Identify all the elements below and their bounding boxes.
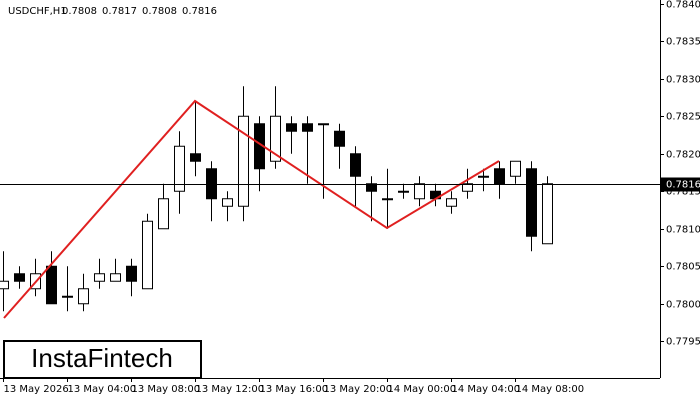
candle-body (366, 183, 377, 192)
x-tick-label: 13 May 16:00 (260, 384, 329, 395)
x-tick-label: 14 May 00:00 (388, 384, 457, 395)
candle-body (414, 183, 425, 200)
candle-body (110, 273, 121, 282)
candle-body (78, 288, 89, 305)
x-tick-label: 13 May 12:00 (196, 384, 265, 395)
candle-body (542, 183, 553, 245)
candle-body (158, 198, 169, 230)
last-price-box (661, 177, 700, 192)
candle-body (302, 123, 313, 132)
x-tick-label: 13 May 20:00 (324, 384, 393, 395)
candle-body (334, 130, 345, 147)
candle-body (478, 175, 489, 178)
candle-body (0, 280, 9, 290)
y-tick-label: 0.7810 (666, 225, 700, 236)
x-tick-label: 14 May 04:00 (452, 384, 521, 395)
candle-body (270, 115, 281, 162)
candle-body (62, 295, 73, 298)
candle-body (94, 273, 105, 282)
candle-body (46, 265, 57, 305)
candle-body (350, 153, 361, 177)
candle-body (446, 198, 457, 207)
candle-body (190, 153, 201, 162)
header-value: 0.7808 (62, 6, 97, 17)
candle-body (510, 160, 521, 177)
candle-body (14, 273, 25, 282)
y-tick-label: 0.7805 (666, 262, 700, 273)
logo: InstaFintech (31, 343, 173, 373)
candle-body (142, 220, 153, 290)
header-value: 0.7808 (142, 6, 177, 17)
x-tick-label: 13 May 2026 (4, 384, 69, 395)
logo-box (3, 340, 202, 379)
last-price-label: 0.7816 (666, 180, 700, 191)
candle-body (462, 183, 473, 192)
y-tick-label: 0.7830 (666, 75, 700, 86)
y-tick-label: 0.7800 (666, 300, 700, 311)
header-value: 0.7816 (182, 6, 217, 17)
chart-title: USDCHF,H1 (8, 6, 67, 17)
candle-body (526, 168, 537, 237)
y-tick-label: 0.7795 (666, 337, 700, 348)
candle-body (382, 198, 393, 201)
candle-body (398, 190, 409, 193)
candle-body (494, 168, 505, 185)
y-tick-label: 0.7840 (666, 0, 700, 11)
y-tick-label: 0.7815 (666, 187, 700, 198)
candle-body (174, 145, 185, 192)
header-value: 0.7817 (102, 6, 137, 17)
x-tick-label: 13 May 04:00 (68, 384, 137, 395)
candle-body (238, 115, 249, 207)
y-tick-label: 0.7825 (666, 112, 700, 123)
candle-body (206, 168, 217, 200)
y-tick-label: 0.7820 (666, 150, 700, 161)
candle-body (126, 265, 137, 282)
x-tick-label: 14 May 08:00 (516, 384, 585, 395)
double-top-pattern (3, 99, 500, 319)
candle-body (222, 198, 233, 207)
candle-body (318, 123, 329, 126)
y-tick-label: 0.7835 (666, 37, 700, 48)
header-values: 0.7808 0.7817 0.7808 0.7816 (62, 6, 217, 17)
x-tick-label: 13 May 08:00 (132, 384, 201, 395)
candle-body (286, 123, 297, 132)
